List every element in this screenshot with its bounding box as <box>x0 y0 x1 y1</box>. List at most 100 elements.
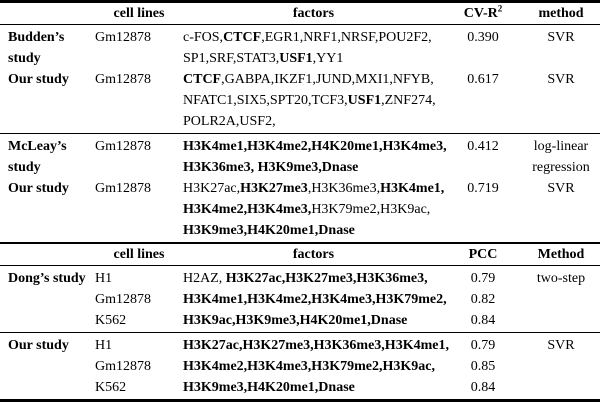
cell-line-value: Gm12878 <box>95 72 151 87</box>
factor-name-bold: H3K9ac,H3K9me3,H4K20me1,Dnase <box>183 313 408 328</box>
factor-name: ,EGR1,NRF1,NRSF,POU2F2, <box>261 30 432 45</box>
factor-name: NFATC1,SIX5,SPT20,TCF3, <box>183 93 348 108</box>
factor-line: H3K9me3,H4K20me1,Dnase <box>183 220 444 241</box>
cell-line-value: Gm12878 <box>95 181 151 196</box>
study-name-line: study <box>8 160 41 175</box>
cell-line-value: Gm12878 <box>95 30 151 45</box>
factor-name-bold: H3K27ac,H3K27me3,H3K36me3,H3K4me1, <box>183 338 449 353</box>
factor-name: ,YY1 <box>312 51 344 66</box>
table-row: McLeay’s study Gm12878 H3K4me1,H3K4me2,H4K2… <box>0 133 600 179</box>
table-row: Our study Gm12878 CTCF,GABPA,IKZF1,JUND,MX… <box>0 69 600 134</box>
study-name-cell: Our study <box>0 333 95 401</box>
metric-value-cell: 0.390 <box>444 25 522 70</box>
cell-line-value: K562 <box>95 313 127 328</box>
study-name-line: Our study <box>8 72 69 87</box>
cell-lines-cell: Gm12878 <box>95 69 183 134</box>
factor-name-bold: H3K27me3 <box>240 181 308 196</box>
method-line: regression <box>532 160 590 175</box>
method-line: two-step <box>536 271 586 286</box>
factor-name-bold: H3K27ac,H3K27me3,H3K36me3, <box>225 271 428 286</box>
method-line: SVR <box>547 338 575 353</box>
method-line: SVR <box>547 30 575 45</box>
metric-value-cell: 0.79 0.85 0.84 <box>444 333 522 401</box>
table1-header-row: cell lines factors CV-R2 method <box>0 2 600 25</box>
cv-r2-comparison-table: cell lines factors CV-R2 method Budden’s… <box>0 0 600 242</box>
study-name-cell: McLeay’s study <box>0 134 95 179</box>
header-method: method <box>538 6 584 21</box>
factor-line: NFATC1,SIX5,SPT20,TCF3,USF1,ZNF274, <box>183 90 444 111</box>
factor-line: POLR2A,USF2, <box>183 111 444 132</box>
study-name-line: Budden’s <box>8 30 65 45</box>
factor-name: H2AZ, <box>183 271 226 286</box>
cell-lines-cell: Gm12878 <box>95 134 183 179</box>
study-name-line: McLeay’s <box>8 139 67 154</box>
cell-line-value: H1 <box>95 338 113 353</box>
cell-line-value: Gm12878 <box>95 139 151 154</box>
superscript-2: 2 <box>497 3 503 14</box>
factor-line: H3K4me1,H3K4me2,H3K4me3,H3K79me2, <box>183 289 447 310</box>
metric-value: 0.79 <box>470 271 496 286</box>
factor-name: c-FOS, <box>183 30 224 45</box>
method-line: log-linear <box>533 139 589 154</box>
factors-cell: H2AZ, H3K27ac,H3K27me3,H3K36me3, H3K4me1,… <box>183 266 447 333</box>
study-name-line: Our study <box>8 338 69 353</box>
cell-lines-cell: Gm12878 <box>95 25 183 70</box>
factor-line: H3K9me3,H4K20me1,Dnase <box>183 377 444 398</box>
study-name-line: Dong’s study <box>8 271 86 286</box>
metric-value-cell: 0.617 <box>444 69 522 134</box>
factor-line: H3K4me2,H3K4me3,H3K79me2,H3K9ac, <box>183 199 444 220</box>
metric-value-cell: 0.79 0.82 0.84 <box>444 266 522 333</box>
factor-name-bold: H3K4me2,H3K4me3,H3K79me2,H3K9ac, <box>183 359 435 374</box>
header-pcc: PCC <box>468 247 498 262</box>
cell-lines-cell: H1 Gm12878 K562 <box>95 333 183 401</box>
factor-line: H3K27ac,H3K27me3,H3K36me3,H3K4me1, <box>183 335 449 356</box>
study-name-cell: Budden’s study <box>0 25 95 70</box>
factors-cell: H3K4me1,H3K4me2,H4K20me1,H3K4me3, H3K36me… <box>183 134 447 179</box>
factor-line: H3K36me3, H3K9me3,Dnase <box>183 157 444 178</box>
method-cell: two-step <box>522 266 600 333</box>
cell-line-value: Gm12878 <box>95 359 151 374</box>
method-cell: SVR <box>522 69 600 134</box>
study-name-cell: Our study <box>0 178 95 242</box>
method-line: SVR <box>547 72 575 87</box>
header-cell-lines: cell lines <box>113 247 165 262</box>
metric-value: 0.719 <box>467 181 499 196</box>
factor-name-bold: H3K9me3,H4K20me1,Dnase <box>183 380 355 395</box>
cell-line-value: H1 <box>95 271 113 286</box>
factors-cell: H3K27ac,H3K27me3,H3K36me3,H3K4me1, H3K4me… <box>183 178 444 242</box>
factors-cell: H3K27ac,H3K27me3,H3K36me3,H3K4me1, H3K4me… <box>183 333 449 401</box>
factor-name-bold: CTCF <box>223 30 262 45</box>
header-cv-r2: CV-R2 <box>444 2 522 25</box>
header-cell-lines: cell lines <box>113 6 165 21</box>
factor-name-bold: H3K4me1, <box>380 181 445 196</box>
factor-line: c-FOS,CTCF,EGR1,NRF1,NRSF,POU2F2, <box>183 27 444 48</box>
header-factors: factors <box>292 6 335 21</box>
factor-line: H3K4me1,H3K4me2,H4K20me1,H3K4me3, <box>183 136 447 157</box>
factor-name: H3K79me2,H3K9ac, <box>311 202 431 217</box>
metric-value: 0.617 <box>467 72 499 87</box>
factor-line: H3K9ac,H3K9me3,H4K20me1,Dnase <box>183 310 444 331</box>
factor-name: POLR2A,USF2, <box>183 114 276 129</box>
header-study-empty <box>0 2 95 25</box>
factor-name-bold: CTCF <box>183 72 222 87</box>
study-name-cell: Dong’s study <box>0 266 95 333</box>
method-cell: SVR <box>522 333 600 401</box>
header-method: Method <box>537 247 585 262</box>
factor-name: H3K27ac, <box>183 181 241 196</box>
factor-name: ,GABPA,IKZF1,JUND,MXI1,NFYB, <box>221 72 434 87</box>
factor-name: SP1,SRF,STAT3, <box>183 51 280 66</box>
method-cell: SVR <box>522 178 600 242</box>
cell-lines-cell: Gm12878 <box>95 178 183 242</box>
metric-value: 0.412 <box>467 139 499 154</box>
cell-line-value: K562 <box>95 380 127 395</box>
factor-name: ,H3K36me3, <box>307 181 381 196</box>
factor-line: CTCF,GABPA,IKZF1,JUND,MXI1,NFYB, <box>183 69 444 90</box>
method-cell: log-linear regression <box>522 134 600 179</box>
metric-value: 0.82 <box>470 292 496 307</box>
study-name-cell: Our study <box>0 69 95 134</box>
factor-line: H2AZ, H3K27ac,H3K27me3,H3K36me3, <box>183 268 444 289</box>
table2-header-row: cell lines factors PCC Method <box>0 243 600 266</box>
pcc-comparison-table: cell lines factors PCC Method Dong’s stu… <box>0 242 600 402</box>
cell-line-value: Gm12878 <box>95 292 151 307</box>
metric-value-cell: 0.719 <box>444 178 522 242</box>
